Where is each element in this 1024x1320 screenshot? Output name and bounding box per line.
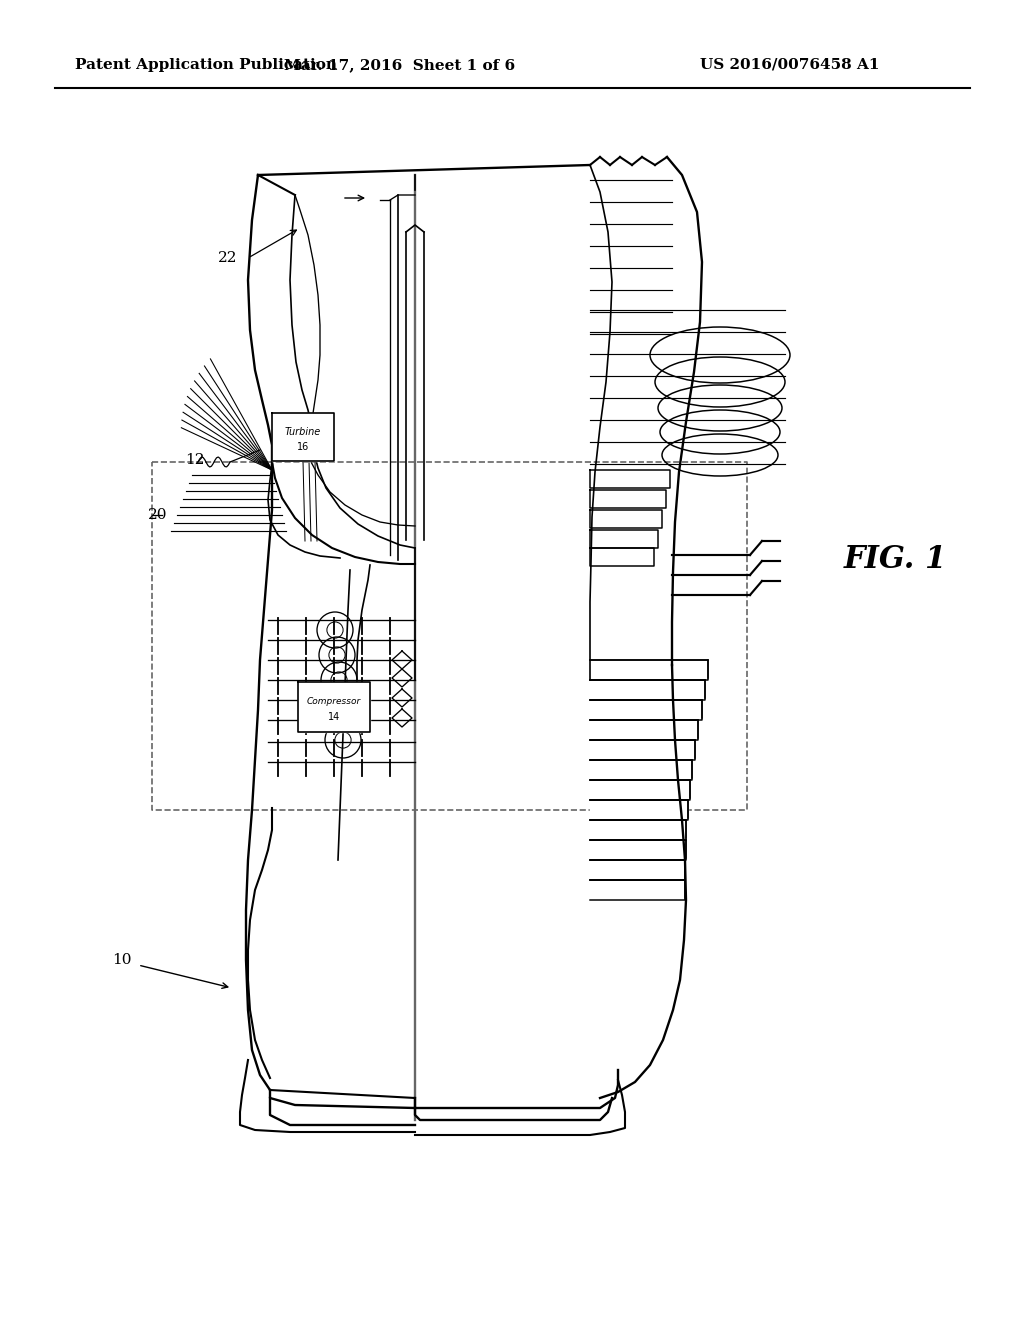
Text: Patent Application Publication: Patent Application Publication xyxy=(75,58,337,73)
Text: 20: 20 xyxy=(148,508,168,521)
Polygon shape xyxy=(590,760,692,780)
Polygon shape xyxy=(590,470,670,488)
Polygon shape xyxy=(590,840,686,861)
Polygon shape xyxy=(590,700,702,719)
Polygon shape xyxy=(590,800,688,820)
Polygon shape xyxy=(590,719,698,741)
Text: Compressor: Compressor xyxy=(307,697,361,705)
Text: 14: 14 xyxy=(328,711,340,722)
Text: Mar. 17, 2016  Sheet 1 of 6: Mar. 17, 2016 Sheet 1 of 6 xyxy=(285,58,515,73)
Polygon shape xyxy=(590,548,654,566)
Polygon shape xyxy=(590,861,685,880)
Polygon shape xyxy=(590,741,695,760)
Text: US 2016/0076458 A1: US 2016/0076458 A1 xyxy=(700,58,880,73)
Text: 12: 12 xyxy=(185,453,205,467)
Polygon shape xyxy=(590,820,686,840)
Polygon shape xyxy=(590,531,658,548)
Text: Turbine: Turbine xyxy=(285,428,322,437)
Polygon shape xyxy=(590,680,705,700)
Polygon shape xyxy=(590,510,662,528)
Polygon shape xyxy=(590,660,708,680)
Polygon shape xyxy=(590,490,666,508)
Polygon shape xyxy=(298,682,370,733)
Polygon shape xyxy=(272,413,334,461)
Text: FIG. 1: FIG. 1 xyxy=(844,544,946,576)
Text: 16: 16 xyxy=(297,442,309,451)
Text: 10: 10 xyxy=(112,953,131,968)
Polygon shape xyxy=(590,880,685,900)
Polygon shape xyxy=(590,780,690,800)
Text: 22: 22 xyxy=(218,251,238,265)
